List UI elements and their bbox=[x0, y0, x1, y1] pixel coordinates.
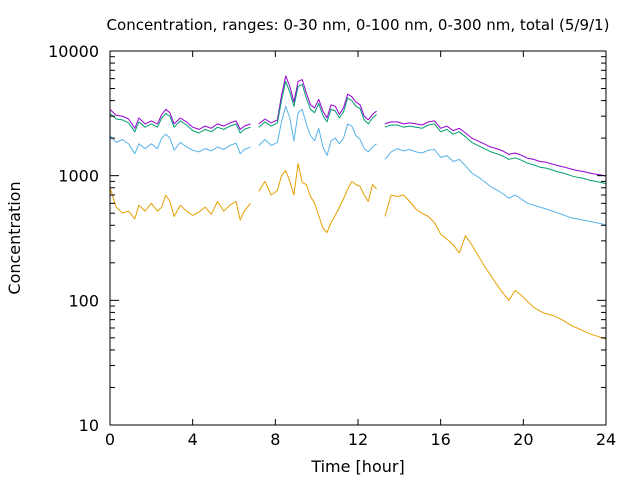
chart-title: Concentration, ranges: 0-30 nm, 0-100 nm… bbox=[107, 16, 610, 34]
series-line-3 bbox=[258, 105, 377, 156]
x-tick-label: 20 bbox=[513, 430, 533, 449]
series-line-1 bbox=[258, 75, 377, 125]
series-line-2 bbox=[384, 123, 607, 185]
y-axis: 10 100 1000 10000 bbox=[48, 42, 606, 435]
series-line-4 bbox=[109, 187, 251, 221]
y-tick-label: 1000 bbox=[58, 167, 99, 186]
y-tick-label: 10000 bbox=[48, 42, 99, 61]
x-axis-label: Time [hour] bbox=[310, 457, 404, 476]
series-line-2 bbox=[109, 113, 251, 134]
y-axis-label: Concentration bbox=[5, 181, 24, 294]
y-tick-label: 100 bbox=[68, 291, 99, 310]
x-tick-label: 4 bbox=[188, 430, 198, 449]
x-tick-label: 24 bbox=[596, 430, 616, 449]
x-tick-label: 16 bbox=[430, 430, 450, 449]
series-line-1 bbox=[384, 120, 607, 177]
x-tick-label: 12 bbox=[348, 430, 368, 449]
x-axis: 0 4 8 12 16 20 24 bbox=[105, 51, 616, 449]
x-tick-label: 8 bbox=[270, 430, 280, 449]
series-line-3 bbox=[109, 133, 251, 155]
series-line-4 bbox=[384, 194, 607, 340]
series-line-2 bbox=[258, 80, 377, 128]
plot-series bbox=[109, 75, 607, 340]
series-line-3 bbox=[384, 148, 607, 226]
x-tick-label: 0 bbox=[105, 430, 115, 449]
y-tick-label: 10 bbox=[79, 416, 99, 435]
series-line-1 bbox=[109, 108, 251, 130]
series-line-4 bbox=[258, 163, 377, 233]
